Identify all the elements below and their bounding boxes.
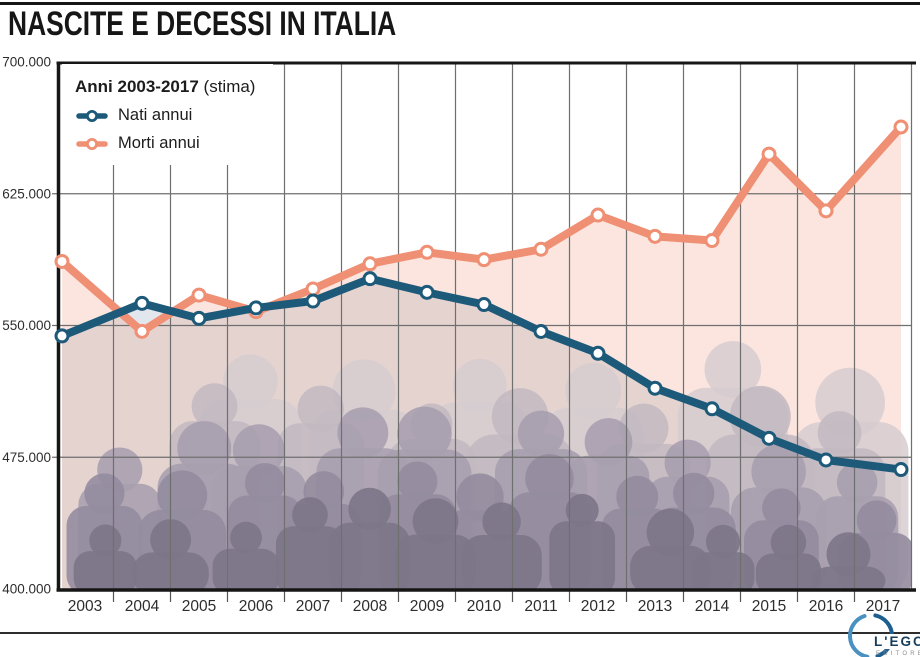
morti-point-2008 (362, 256, 378, 272)
morti-line-marker-icon (76, 137, 108, 150)
nati-point-2015 (761, 430, 777, 446)
logo-circle-icon: L'EGO EDITORE (848, 613, 920, 657)
x-tick-label: 2011 (524, 598, 557, 615)
nati-point-2012 (590, 345, 606, 361)
x-tick-label: 2006 (239, 598, 273, 615)
legend-title-range: Anni 2003-2017 (75, 77, 199, 96)
footer-divider (0, 632, 920, 634)
x-axis-labels: 2003 2004 2005 2006 2007 2008 2009 2010 2011 2012… (68, 598, 900, 615)
nati-point-2010 (476, 297, 492, 313)
morti-point-2007 (305, 281, 321, 297)
morti-point-2010 (476, 252, 492, 268)
logo-text-backdrop (871, 634, 920, 649)
y-tick-label: 625.000 (2, 186, 51, 201)
y-tick-label: 400.000 (2, 582, 51, 597)
legend-title: Anni 2003-2017 (stima) (75, 77, 255, 97)
x-tick-label: 2013 (638, 598, 672, 615)
person-silhouette (691, 524, 755, 589)
y-tick-label: 475.000 (2, 450, 51, 465)
nati-point-2013 (647, 380, 663, 396)
x-tick-label: 2017 (866, 598, 900, 615)
chart-legend: Anni 2003-2017 (stima) Nati annui Morti … (62, 64, 274, 165)
person-silhouette (630, 508, 711, 589)
top-frame-line (0, 2, 920, 5)
x-tick-label: 2014 (695, 598, 730, 615)
x-tick-label: 2004 (125, 598, 160, 615)
morti-point-2009 (419, 244, 435, 260)
morti-point-2014 (704, 233, 720, 249)
morti-point-2004 (134, 323, 150, 339)
x-tick-label: 2007 (296, 598, 330, 615)
morti-point-2003 (54, 253, 70, 269)
person-silhouette (275, 497, 345, 589)
nati-point-2007 (305, 293, 321, 309)
crowd-silhouettes (66, 341, 912, 589)
y-tick-label: 700.000 (2, 55, 51, 70)
x-tick-label: 2005 (182, 598, 216, 615)
page-title: NASCITE E DECESSI IN ITALIA (8, 4, 397, 43)
x-tick-label: 2003 (68, 598, 102, 615)
nati-point-2016 (818, 452, 834, 468)
person-silhouette (329, 487, 411, 589)
morti-point-2005 (191, 287, 207, 303)
nati-point-2005 (191, 310, 207, 326)
morti-point-2015 (761, 146, 777, 162)
legend-item-nati: Nati annui (75, 106, 255, 125)
x-tick-label: 2015 (752, 598, 786, 615)
morti-point-2012 (590, 207, 606, 223)
x-tick-label: 2012 (581, 598, 615, 615)
y-tick-label: 550.000 (2, 318, 51, 333)
person-silhouette (811, 532, 886, 589)
x-tick-label: 2016 (809, 598, 843, 615)
x-tick-label: 2009 (410, 598, 444, 615)
lego-editore-logo: L'EGO EDITORE (843, 598, 920, 657)
morti-point-2017 (893, 119, 909, 135)
logo-arc-light (848, 614, 870, 657)
axes (56, 61, 916, 592)
x-tick-label: 2010 (467, 598, 502, 615)
nati-point-2017 (893, 462, 909, 478)
person-silhouette (212, 521, 280, 589)
legend-item-morti: Morti annui (75, 134, 255, 153)
series-nati (54, 271, 909, 478)
logo-subtext: EDITORE (876, 651, 920, 657)
legend-label-morti: Morti annui (118, 134, 200, 152)
nati-point-2004 (134, 295, 150, 311)
y-axis-labels: 700.000 625.000 550.000 475.000 400.000 (2, 55, 51, 597)
nati-point-2011 (533, 323, 549, 339)
morti-point-2011 (533, 241, 549, 257)
legend-label-nati: Nati annui (118, 106, 193, 124)
nati-line-marker-icon (76, 109, 108, 122)
nati-point-2009 (419, 284, 435, 300)
x-tick-label: 2008 (353, 598, 387, 615)
person-silhouette (549, 493, 616, 589)
morti-point-2013 (647, 228, 663, 244)
logo-text: L'EGO (874, 634, 920, 649)
nati-point-2006 (248, 300, 264, 316)
nati-point-2008 (362, 271, 378, 287)
nati-point-2014 (704, 401, 720, 417)
nati-point-2003 (54, 328, 70, 344)
person-silhouette (461, 502, 542, 589)
morti-point-2016 (818, 203, 834, 219)
legend-title-note: (stima) (203, 77, 256, 96)
